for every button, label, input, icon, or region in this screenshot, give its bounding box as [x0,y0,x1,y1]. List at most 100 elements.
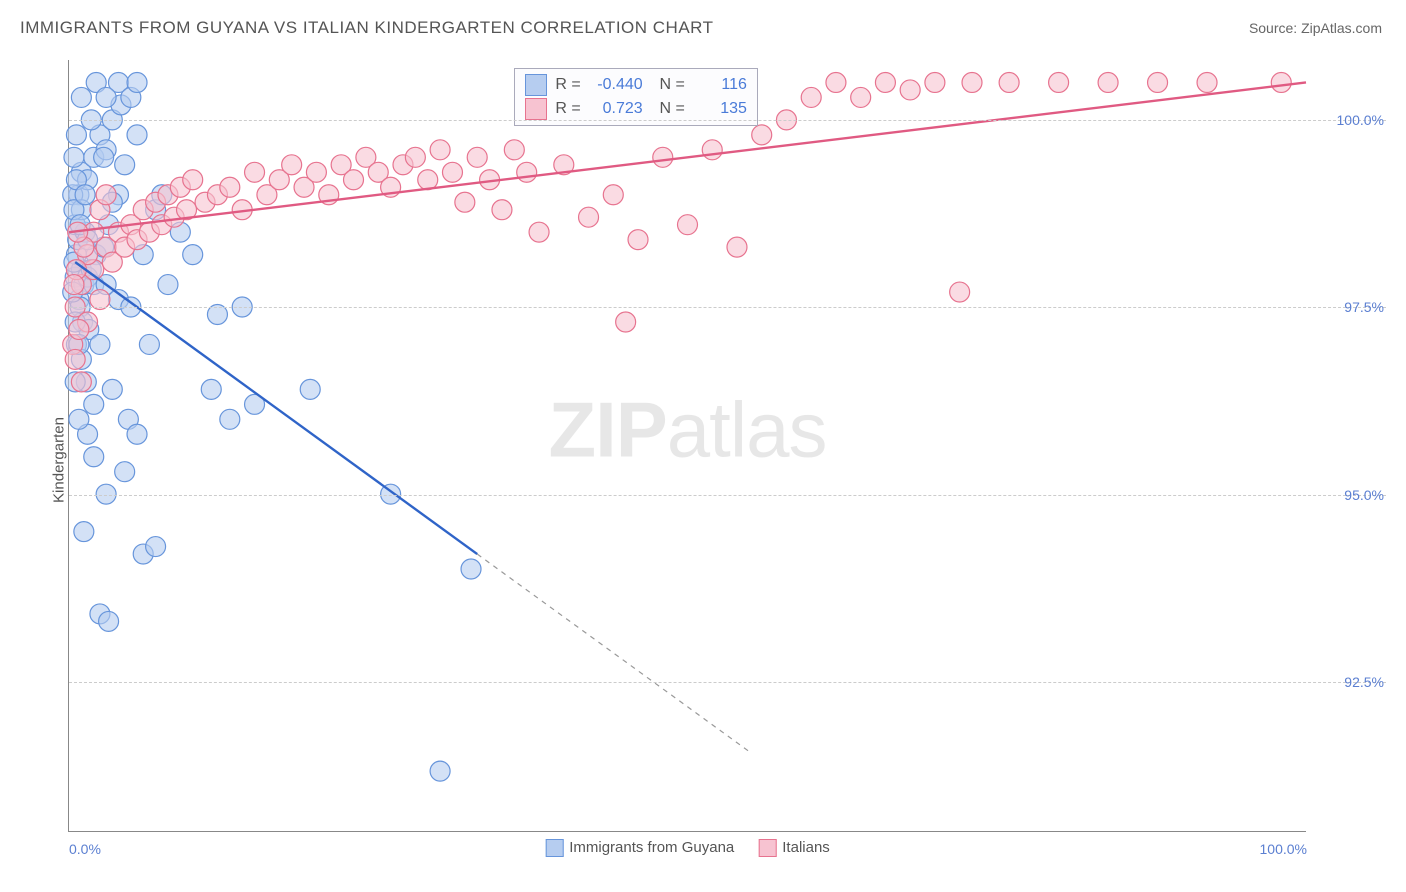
scatter-point [183,170,203,190]
correlation-stats-box: R =-0.440 N =116R = 0.723 N = 135 [514,68,758,126]
scatter-point [139,334,159,354]
scatter-point [127,125,147,145]
trend-line-extension [477,554,749,752]
scatter-point [245,162,265,182]
scatter-point [96,87,116,107]
plot-area: ZIPatlas R =-0.440 N =116R =0.723 N =135… [68,60,1306,832]
scatter-point [183,245,203,265]
legend-item: Immigrants from Guyana [545,839,734,857]
scatter-point [529,222,549,242]
scatter-point [344,170,364,190]
scatter-point [220,409,240,429]
scatter-point [1271,72,1291,92]
scatter-point [467,147,487,167]
scatter-point [84,394,104,414]
scatter-point [306,162,326,182]
legend-label: Immigrants from Guyana [569,839,734,856]
trend-line [75,262,477,554]
scatter-point [300,379,320,399]
stats-n-value: 116 [693,73,747,97]
scatter-point [220,177,240,197]
scatter-point [74,522,94,542]
scatter-point [702,140,722,160]
x-axis-legend: Immigrants from Guyana Italians [545,839,830,857]
scatter-point [504,140,524,160]
scatter-point [962,72,982,92]
scatter-point [282,155,302,175]
scatter-point [826,72,846,92]
scatter-point [801,87,821,107]
scatter-point [851,87,871,107]
scatter-point [1098,72,1118,92]
legend-item: Italians [758,839,830,857]
source-attribution: Source: ZipAtlas.com [1249,20,1382,36]
legend-label: Italians [782,839,830,856]
scatter-point [1197,72,1217,92]
stats-n-value: 135 [693,97,747,121]
scatter-point [65,349,85,369]
y-axis-label: Kindergarten [50,417,67,503]
legend-swatch [758,839,776,857]
scatter-point [603,185,623,205]
scatter-point [127,72,147,92]
scatter-point [1148,72,1168,92]
scatter-point [1049,72,1069,92]
scatter-point [69,409,89,429]
scatter-point [66,125,86,145]
scatter-point [678,215,698,235]
scatter-point [94,147,114,167]
scatter-point [461,559,481,579]
scatter-point [517,162,537,182]
scatter-point [69,319,89,339]
scatter-point [430,140,450,160]
stats-r-value: 0.723 [589,97,643,121]
scatter-point [727,237,747,257]
scatter-point [146,537,166,557]
scatter-point [628,230,648,250]
scatter-point [442,162,462,182]
scatter-point [127,424,147,444]
stats-row: R =-0.440 N =116 [525,73,747,97]
scatter-point [950,282,970,302]
stats-n-label: N = [651,97,685,121]
scatter-point [752,125,772,145]
gridline [69,307,1386,308]
scatter-point [430,761,450,781]
y-tick-label: 97.5% [1314,299,1384,315]
series-swatch [525,98,547,120]
scatter-point [900,80,920,100]
x-tick-label: 0.0% [69,841,101,857]
scatter-point [90,334,110,354]
scatter-point [201,379,221,399]
gridline [69,120,1386,121]
scatter-point [455,192,475,212]
scatter-point [71,87,91,107]
y-tick-label: 95.0% [1314,487,1384,503]
scatter-point [64,275,84,295]
chart-container: Kindergarten ZIPatlas R =-0.440 N =116R … [20,48,1386,872]
y-tick-label: 92.5% [1314,674,1384,690]
scatter-point [64,147,84,167]
scatter-point [875,72,895,92]
scatter-point [115,155,135,175]
scatter-point [405,147,425,167]
gridline [69,682,1386,683]
scatter-point [75,185,95,205]
source-label: Source: [1249,20,1297,36]
x-tick-label: 100.0% [1260,841,1307,857]
stats-row: R =0.723 N =135 [525,97,747,121]
scatter-point [71,372,91,392]
chart-title: IMMIGRANTS FROM GUYANA VS ITALIAN KINDER… [20,18,714,38]
gridline [69,495,1386,496]
scatter-point [579,207,599,227]
source-link[interactable]: ZipAtlas.com [1301,20,1382,36]
scatter-point [925,72,945,92]
scatter-point [616,312,636,332]
scatter-point [102,379,122,399]
scatter-point [84,447,104,467]
scatter-point [115,462,135,482]
scatter-point [999,72,1019,92]
scatter-point [158,275,178,295]
stats-r-label: R = [555,73,580,97]
scatter-point [99,611,119,631]
